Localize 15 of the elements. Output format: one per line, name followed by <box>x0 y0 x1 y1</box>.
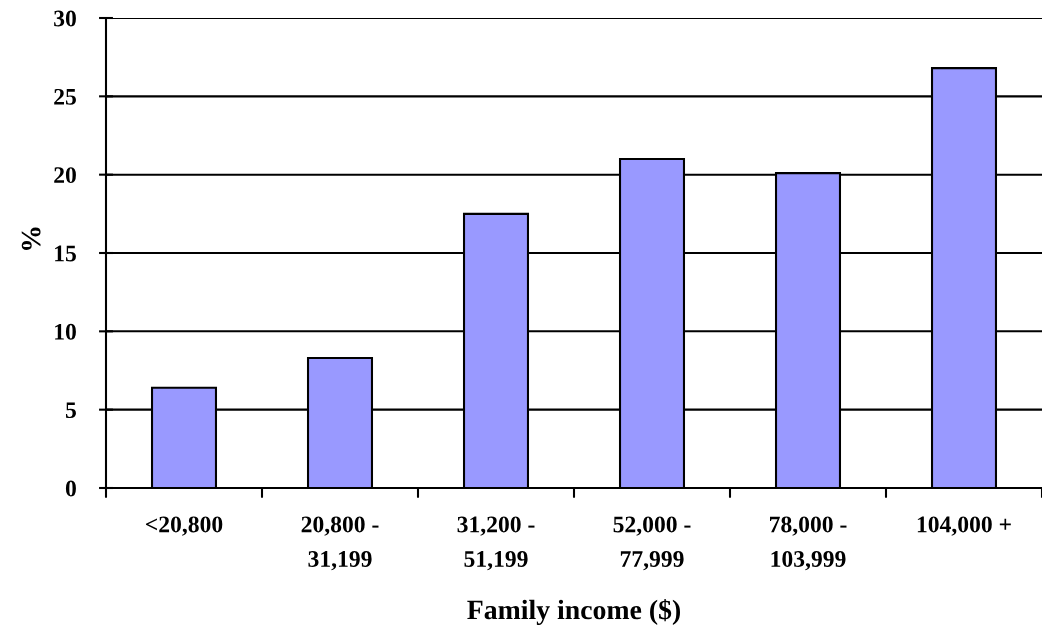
y-tick-label: 30 <box>54 10 76 27</box>
y-tick-label: 20 <box>54 167 76 184</box>
x-tick-label: 78,000 - 103,999 <box>770 516 847 571</box>
x-tick-label: 31,200 - 51,199 <box>457 516 535 571</box>
x-axis-title: Family income ($) <box>467 598 681 626</box>
y-tick-label: 15 <box>55 245 76 262</box>
y-axis-title: % <box>21 227 41 250</box>
y-tick-label: 25 <box>54 88 76 105</box>
y-tick-label: 0 <box>65 480 76 497</box>
y-tick-label: 5 <box>65 402 76 419</box>
x-tick-label: 104,000 + <box>917 516 1011 536</box>
y-tick-label: 10 <box>55 323 76 340</box>
x-tick-label: 52,000 - 77,999 <box>613 516 691 571</box>
x-tick-label: <20,800 <box>145 516 223 536</box>
x-tick-label: 20,800 - 31,199 <box>301 516 379 571</box>
